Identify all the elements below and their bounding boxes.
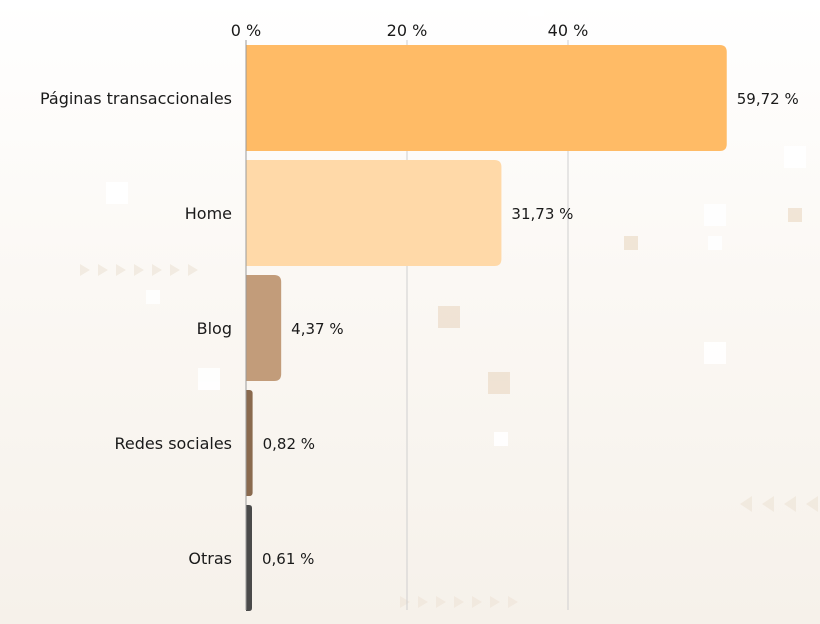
bar-2 (246, 160, 502, 266)
category-label: Redes sociales (115, 434, 232, 453)
value-labels: 59,72 % 31,73 % 4,37 % 0,82 % 0,61 % (262, 90, 799, 568)
category-label: Páginas transaccionales (40, 89, 232, 108)
category-label: Home (185, 204, 232, 223)
bar-4 (246, 390, 253, 496)
x-tick-label: 40 % (548, 21, 589, 40)
category-label: Blog (197, 319, 232, 338)
value-label: 0,82 % (263, 435, 315, 453)
value-label: 4,37 % (291, 320, 343, 338)
x-tick-label: 0 % (231, 21, 261, 40)
bar-5 (246, 505, 252, 611)
bar-1 (246, 45, 727, 151)
value-label: 0,61 % (262, 550, 314, 568)
bars (246, 45, 727, 611)
x-axis-ticks: 0 % 20 % 40 % (231, 21, 589, 40)
category-labels: Páginas transaccionales Home Blog Redes soc… (40, 89, 232, 568)
value-label: 59,72 % (737, 90, 799, 108)
x-tick-label: 20 % (387, 21, 428, 40)
category-label: Otras (188, 549, 232, 568)
value-label: 31,73 % (511, 205, 573, 223)
bar-3 (246, 275, 282, 381)
